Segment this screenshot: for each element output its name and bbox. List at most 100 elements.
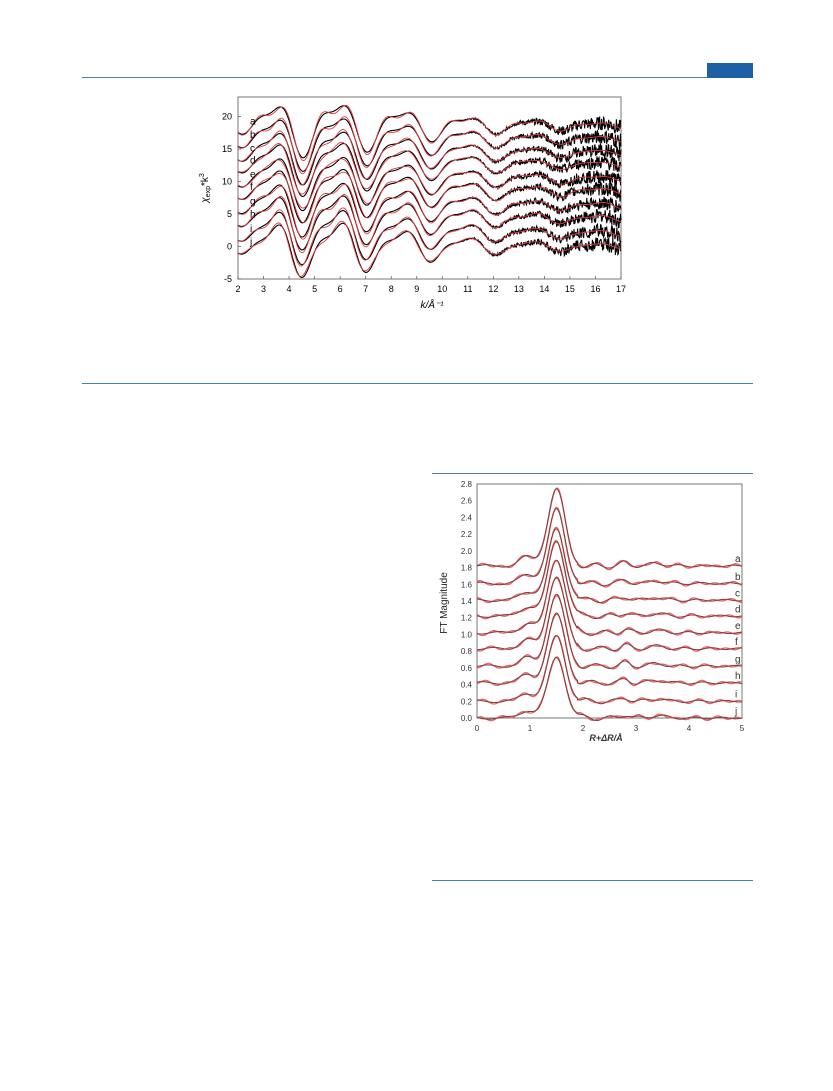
chart1-x-tick-label: 15 <box>565 284 575 294</box>
chart2-y-tick-label: 1.8 <box>461 564 473 573</box>
figure-bottom-rule <box>432 880 753 881</box>
chart1-series-d-data <box>237 143 622 198</box>
chart1-ticks: 2 3 4 5 6 7 8 9 10 11 12 13 14 15 16 17 -5 0 5 10 15 20 <box>222 112 626 295</box>
chart1-y-tick-label: -5 <box>224 274 232 284</box>
chart1-x-tick-label: 8 <box>389 284 394 294</box>
chart1-series-label-f: f <box>250 182 253 193</box>
chart1-x-tick-label: 11 <box>463 284 472 294</box>
chart2-x-tick-label: 0 <box>475 724 480 733</box>
chart1-x-tick-label: 16 <box>590 284 600 294</box>
chart1-x-tick-label: 9 <box>414 284 419 294</box>
chart1-series-g-fit <box>237 183 622 240</box>
chart2-series-a-fit <box>476 487 743 571</box>
chart1-series-f-fit <box>237 171 622 224</box>
chart2-series-f-data <box>477 576 742 652</box>
chart1-series-h-data <box>237 195 622 251</box>
chart2-series-g-data <box>476 593 743 669</box>
chart1-x-tick-label: 5 <box>312 284 317 294</box>
chart1-x-tick-label: 7 <box>363 284 368 294</box>
chart2-y-tick-label: 0.6 <box>461 664 473 673</box>
chart2-series-h-data <box>476 612 742 686</box>
chart2-series-label-c: c <box>735 588 740 599</box>
chart2-x-axis-label: R+ΔR/Å <box>589 733 622 743</box>
chart2-series-j-fit <box>476 656 743 722</box>
chart2-y-tick-label: 0.4 <box>461 681 473 690</box>
chart1-series-a-fit <box>237 104 622 161</box>
chart1-x-axis-label: k/Å⁻¹ <box>420 298 444 311</box>
chart1-series-label-c: c <box>250 144 255 155</box>
chart1-x-tick-label: 14 <box>539 284 549 294</box>
chart2-y-tick-label: 2.0 <box>461 547 473 556</box>
chart1-series-label-e: e <box>250 170 256 181</box>
chart2-series-f-fit <box>476 577 743 653</box>
chart2-series-label-h: h <box>735 671 741 682</box>
chart2-x-tick-label: 5 <box>740 724 745 733</box>
section-rule <box>82 383 753 384</box>
chart2-series-e-fit <box>476 559 743 637</box>
chart2-y-tick-label: 0.2 <box>461 697 473 706</box>
chart1-x-tick-label: 12 <box>488 284 498 294</box>
chart1-series-g-data <box>237 182 622 238</box>
chart1-series-label-h: h <box>250 209 256 220</box>
chart1-series-d-fit <box>237 141 622 195</box>
chart2-x-tick-label: 1 <box>528 724 533 733</box>
chart2-series-i-fit <box>476 635 743 705</box>
chart1-series-b-fit <box>237 116 622 175</box>
chart1-y-tick-label: 20 <box>222 112 232 122</box>
chart1-y-tick-label: 15 <box>222 144 232 154</box>
chart2-x-tick-label: 4 <box>687 724 692 733</box>
chart2-series-label-d: d <box>735 604 741 615</box>
chart2-y-tick-label: 0.8 <box>461 647 473 656</box>
chart2-series-label-f: f <box>735 637 738 648</box>
chart2-series-c-data <box>476 528 742 604</box>
chart2-series-j-data <box>476 657 743 722</box>
chart1-y-tick-label: 10 <box>222 177 232 187</box>
chart2-series-label-j: j <box>734 706 737 717</box>
chart2-y-tick-label: 1.0 <box>461 630 473 639</box>
chart2-series-label-i: i <box>735 690 737 701</box>
chart2-series <box>476 487 743 722</box>
chart2-series-b-data <box>476 508 742 587</box>
chart1-series-b-data <box>237 118 622 172</box>
chart2-y-tick-label: 2.8 <box>461 480 473 489</box>
chart1-y-axis-label: χexp*k3 <box>199 173 212 204</box>
chart1-x-tick-label: 4 <box>287 284 292 294</box>
chart1-y-tick-label: 0 <box>227 242 232 252</box>
chart1-series-c-fit <box>237 129 622 186</box>
chart1-x-tick-label: 13 <box>514 284 524 294</box>
chart2-series-b-fit <box>476 506 743 588</box>
chart1-series-j-data <box>237 222 622 279</box>
header-accent-tab <box>707 63 753 78</box>
chart1-series-i-fit <box>237 207 622 267</box>
chart2-series-a-data <box>476 488 743 569</box>
chart1-x-tick-label: 6 <box>338 284 343 294</box>
chart1-series-label-d: d <box>250 155 256 166</box>
chart2-y-tick-label: 1.4 <box>461 597 473 606</box>
chart1-series-h-fit <box>237 194 622 254</box>
chart2-y-tick-label: 2.2 <box>461 530 473 539</box>
chart2-series-g-fit <box>477 595 742 670</box>
chart2-x-tick-label: 3 <box>634 724 639 733</box>
chart1-x-tick-label: 17 <box>616 284 626 294</box>
chart1-series-e-fit <box>237 158 622 209</box>
chart1-x-tick-label: 2 <box>235 284 240 294</box>
chart1-series <box>237 104 622 279</box>
figure-top-rule <box>432 473 753 474</box>
chart2-series-label-e: e <box>735 621 741 632</box>
chart1-series-label-j: j <box>249 237 252 248</box>
chart1-series-label-i: i <box>250 224 252 235</box>
chart1-series-label-b: b <box>250 130 256 141</box>
chart2-x-tick-label: 2 <box>581 724 586 733</box>
chart2-y-axis-label: FT Magnitude <box>439 572 450 634</box>
chart2-series-i-data <box>476 634 743 705</box>
chart2-y-tick-label: 2.6 <box>461 497 473 506</box>
chart1-x-tick-label: 3 <box>261 284 266 294</box>
chart1-series-j-fit <box>237 220 622 277</box>
chart2-y-tick-label: 0.0 <box>461 714 473 723</box>
chart2-series-d-data <box>476 541 743 620</box>
header-rule <box>82 77 753 78</box>
chart1-plot-frame <box>237 96 622 280</box>
